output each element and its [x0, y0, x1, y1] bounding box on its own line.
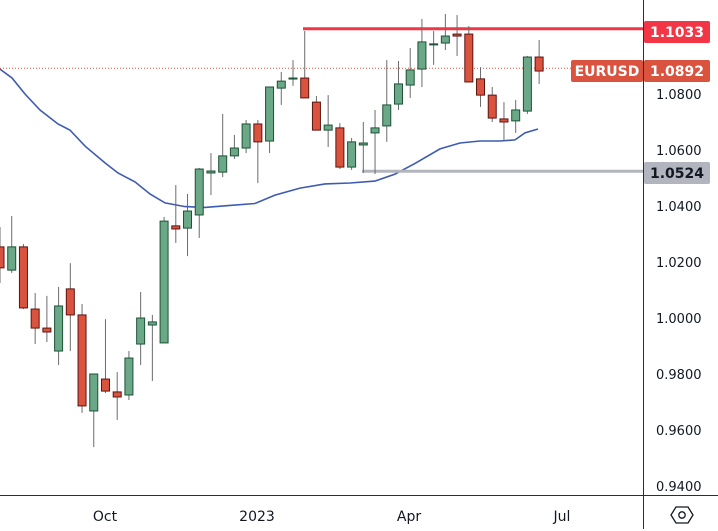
candle	[194, 167, 204, 238]
candle	[288, 60, 298, 86]
time-tick-label: 2023	[239, 509, 275, 525]
price-tick-label: 1.0600	[656, 144, 702, 159]
candle	[300, 31, 310, 99]
candle	[229, 134, 239, 159]
resistance-price-label: 1.1033	[650, 25, 704, 41]
price-tick-label: 0.9400	[656, 480, 702, 495]
candle	[218, 113, 228, 178]
candle	[393, 60, 403, 110]
time-tick-label: Oct	[93, 509, 118, 525]
candle	[429, 31, 439, 65]
candle	[511, 99, 521, 133]
candle	[30, 293, 40, 345]
candle	[358, 122, 368, 173]
price-tick-label: 1.0200	[656, 256, 702, 271]
candle	[89, 373, 99, 448]
candle	[440, 13, 450, 51]
candle	[241, 120, 251, 154]
ma-polyline	[0, 68, 539, 209]
candle	[417, 18, 427, 87]
candles	[0, 13, 544, 448]
candle	[452, 15, 462, 56]
price-tick-label: 1.0800	[656, 88, 702, 103]
symbol-label: EURUSD	[575, 64, 640, 80]
candle	[100, 319, 110, 394]
time-tick-label: Apr	[397, 509, 421, 525]
candle	[18, 244, 28, 310]
candle	[323, 95, 333, 147]
candle	[42, 295, 52, 343]
candle	[7, 216, 17, 273]
candle	[522, 55, 532, 114]
candle	[147, 314, 157, 381]
candle	[476, 67, 486, 107]
candle	[487, 87, 497, 122]
price-tick-label: 0.9800	[656, 368, 702, 383]
support-price-tag: 1.0524	[644, 162, 710, 184]
horizontal-levels[interactable]	[0, 27, 643, 173]
candle	[335, 123, 345, 170]
support-price-label: 1.0524	[650, 166, 704, 182]
price-tick-label: 1.0400	[656, 200, 702, 215]
moving-average-line	[0, 68, 539, 209]
hexagon-settings-icon	[670, 506, 694, 524]
candle	[124, 351, 134, 401]
candle	[159, 216, 169, 344]
candle	[253, 120, 263, 184]
candle	[347, 137, 357, 170]
candle	[171, 185, 181, 243]
price-tick-label: 0.9600	[656, 424, 702, 439]
candle	[405, 48, 415, 98]
candle	[65, 263, 75, 352]
candle	[499, 102, 509, 142]
chart-settings-button[interactable]	[668, 503, 696, 527]
candle	[206, 153, 216, 196]
candle	[112, 372, 122, 420]
candle	[311, 95, 321, 131]
candle	[370, 109, 380, 175]
price-axis[interactable]: 1.10001.08001.06001.04001.02001.00000.98…	[656, 32, 702, 495]
time-axis[interactable]: Oct 2023 Apr Jul	[93, 509, 571, 525]
candle	[464, 25, 474, 83]
candle	[183, 193, 193, 257]
candle	[0, 227, 5, 283]
price-tick-label: 1.0000	[656, 312, 702, 327]
resistance-price-tag: 1.1033	[644, 21, 710, 43]
current-price-tag: 1.0892	[644, 60, 710, 82]
candle	[382, 60, 392, 142]
candle	[534, 39, 544, 84]
candle	[77, 304, 87, 413]
time-tick-label: Jul	[553, 509, 571, 525]
symbol-tag: EURUSD	[571, 60, 643, 82]
candle	[265, 86, 275, 154]
candle	[54, 286, 64, 366]
candle	[276, 71, 286, 105]
current-price-label: 1.0892	[650, 64, 704, 80]
candle	[136, 291, 146, 366]
